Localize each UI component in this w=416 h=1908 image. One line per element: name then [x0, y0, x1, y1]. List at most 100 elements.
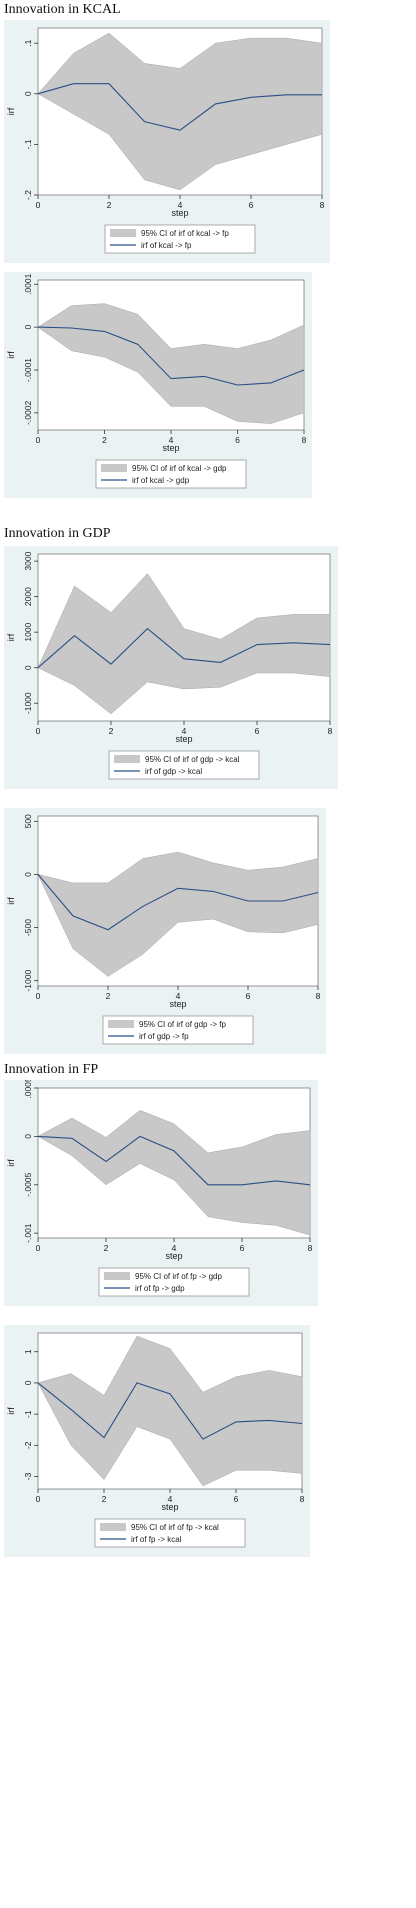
legend-swatch-ci [114, 755, 140, 763]
x-tick-label: 4 [169, 435, 174, 445]
section-title-gdp: Innovation in GDP [4, 526, 111, 541]
y-tick-label: .0005 [23, 1080, 33, 1099]
y-tick-label: -.001 [23, 1223, 33, 1243]
irf-chart-fp-kcal: 0 2 4 6 8 step -3 -2 -1 0 1 irf 95% CI of irf of fp … [6, 1332, 305, 1548]
y-tick-label: 0 [23, 872, 33, 877]
y-tick-label: -.0001 [23, 358, 33, 382]
legend-label-ci: 95% CI of irf of kcal -> gdp [132, 464, 227, 473]
x-tick-label: 6 [234, 1494, 239, 1504]
x-tick-label: 0 [36, 435, 41, 445]
irf-line [37, 874, 319, 931]
x-tick-label: 6 [246, 991, 251, 1001]
y-tick-label: -.0002 [23, 401, 33, 425]
y-axis-label: irf [6, 897, 16, 905]
x-tick-label: 8 [300, 1494, 305, 1504]
x-tick-label: 4 [172, 1243, 177, 1253]
x-tick-label: 6 [235, 435, 240, 445]
chart-panel-gdp-kcal: 0 2 4 6 8 step -1000 0 1000 2000 3000 irf 95% CI of … [4, 546, 338, 789]
y-tick-label: -2 [23, 1441, 33, 1449]
x-axis-label: step [162, 443, 179, 453]
y-axis-label: irf [6, 351, 16, 359]
legend-label-irf: irf of kcal -> gdp [132, 476, 190, 485]
x-tick-label: 2 [107, 200, 112, 210]
x-tick-label: 8 [316, 991, 321, 1001]
x-tick-label: 2 [109, 726, 114, 736]
y-axis-label: irf [6, 633, 16, 641]
irf-chart-gdp-fp: 0 2 4 6 8 step -1000 -500 0 500 irf 95% CI of irf o… [6, 814, 321, 1045]
legend-swatch-ci [101, 464, 127, 472]
y-tick-label: 1000 [23, 622, 33, 641]
legend-label-ci: 95% CI of irf of fp -> kcal [131, 1523, 219, 1532]
irf-chart-kcal-fp: 0 2 4 6 8 step -.2 -.1 0 .1 irf 95% CI of irf of kc… [6, 27, 325, 254]
section-title-kcal: Innovation in KCAL [4, 2, 121, 17]
irf-line [37, 83, 322, 131]
ci-band [37, 573, 331, 715]
y-tick-label: -1000 [23, 692, 33, 714]
y-tick-label: -.0005 [23, 1172, 33, 1196]
y-tick-label: -3 [23, 1472, 33, 1480]
x-tick-label: 6 [249, 200, 254, 210]
chart-panel-gdp-fp: 0 2 4 6 8 step -1000 -500 0 500 irf 95% CI of irf o… [4, 808, 326, 1054]
legend-label-ci: 95% CI of irf of fp -> gdp [135, 1272, 222, 1281]
x-tick-label: 6 [240, 1243, 245, 1253]
x-tick-label: 2 [102, 1494, 107, 1504]
irf-chart-gdp-kcal: 0 2 4 6 8 step -1000 0 1000 2000 3000 irf 95% CI of … [6, 551, 333, 780]
x-tick-label: 4 [168, 1494, 173, 1504]
y-tick-label: 0 [23, 1134, 33, 1139]
irf-line [37, 627, 331, 669]
y-tick-label: 0 [23, 1380, 33, 1385]
x-tick-label: 8 [328, 726, 333, 736]
irf-line [37, 326, 305, 386]
legend [104, 224, 256, 254]
x-tick-label: 8 [308, 1243, 313, 1253]
x-tick-label: 0 [36, 1494, 41, 1504]
y-tick-label: 0 [23, 91, 33, 96]
legend-label-irf: irf of fp -> kcal [131, 1535, 182, 1544]
legend-swatch-ci [108, 1020, 134, 1028]
x-axis-label: step [161, 1502, 178, 1512]
x-tick-label: 4 [182, 726, 187, 736]
chart-panel-fp-kcal: 0 2 4 6 8 step -3 -2 -1 0 1 irf 95% CI of irf of fp … [4, 1325, 310, 1557]
y-axis-label: irf [6, 1159, 16, 1167]
y-tick-label: 500 [23, 814, 33, 828]
x-tick-label: 0 [36, 1243, 41, 1253]
y-tick-label: -1 [23, 1410, 33, 1418]
section-title-fp: Innovation in FP [4, 1062, 99, 1077]
chart-panel-kcal-fp: 0 2 4 6 8 step -.2 -.1 0 .1 irf 95% CI of irf of kc… [4, 20, 330, 263]
chart-panel-fp-gdp: 0 2 4 6 8 step -.001 -.0005 0 .0005 irf 95% CI of i… [4, 1080, 318, 1306]
x-tick-label: 0 [36, 991, 41, 1001]
x-tick-label: 8 [302, 435, 307, 445]
x-axis-label: step [175, 734, 192, 744]
y-tick-label: .1 [23, 39, 33, 46]
y-tick-label: 0 [23, 665, 33, 670]
legend-label-ci: 95% CI of irf of gdp -> fp [139, 1020, 226, 1029]
x-axis-label: step [169, 999, 186, 1009]
y-axis-label: irf [6, 1407, 16, 1415]
y-tick-label: 0 [23, 325, 33, 330]
y-tick-label: -500 [23, 919, 33, 936]
legend-swatch-ci [104, 1272, 130, 1280]
irf-line [37, 1135, 311, 1186]
x-tick-label: 2 [102, 435, 107, 445]
x-tick-label: 2 [106, 991, 111, 1001]
x-axis-label: step [171, 208, 188, 218]
ci-band [37, 32, 323, 191]
x-axis-label: step [165, 1251, 182, 1261]
legend-label-irf: irf of kcal -> fp [141, 241, 192, 250]
y-tick-label: 3000 [23, 551, 33, 570]
chart-panel-kcal-gdp: 0 2 4 6 8 step -.0002 -.0001 0 .0001 irf 95% CI of … [4, 272, 312, 498]
legend-label-irf: irf of gdp -> kcal [145, 767, 202, 776]
irf-chart-kcal-gdp: 0 2 4 6 8 step -.0002 -.0001 0 .0001 irf 95% CI of … [6, 273, 307, 489]
legend-label-irf: irf of gdp -> fp [139, 1032, 189, 1041]
y-tick-label: .0001 [23, 273, 33, 295]
y-tick-label: 1 [23, 1349, 33, 1354]
x-tick-label: 4 [178, 200, 183, 210]
ci-band [37, 1110, 311, 1236]
x-tick-label: 0 [36, 726, 41, 736]
y-axis-label: irf [6, 107, 16, 115]
y-tick-label: -.2 [23, 190, 33, 200]
ci-band [37, 851, 319, 977]
x-tick-label: 4 [176, 991, 181, 1001]
legend-swatch-ci [100, 1523, 126, 1531]
irf-line [37, 1382, 303, 1440]
